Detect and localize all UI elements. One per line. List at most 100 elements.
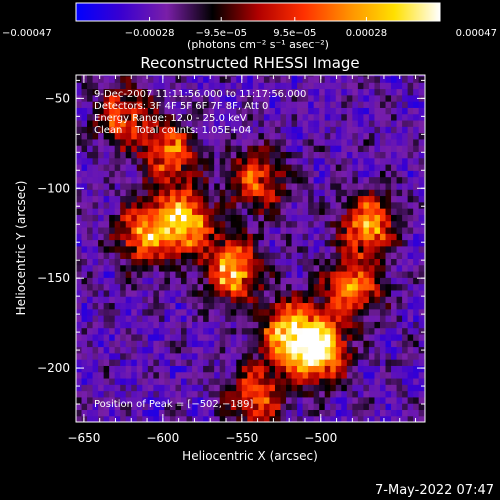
heatmap-cell	[269, 119, 276, 127]
heatmap-cell	[247, 220, 254, 228]
heatmap-cell	[252, 132, 259, 140]
heatmap-cell	[269, 396, 276, 404]
heatmap-cell	[230, 315, 237, 322]
heatmap-cell	[341, 239, 348, 247]
heatmap-cell	[324, 220, 331, 228]
heatmap-cell	[363, 270, 370, 278]
y-tick-label: −50	[45, 91, 70, 105]
heatmap-cell	[120, 138, 127, 146]
heatmap-cell	[92, 321, 99, 329]
heatmap-cell	[120, 208, 127, 215]
heatmap-cell	[280, 264, 287, 272]
heatmap-cell	[136, 201, 143, 209]
heatmap-cell	[98, 163, 105, 171]
heatmap-cell	[203, 277, 210, 285]
heatmap-cell	[313, 226, 320, 234]
heatmap-cell	[219, 195, 226, 203]
heatmap-cell	[175, 176, 182, 184]
heatmap-cell	[147, 258, 154, 266]
heatmap-cell	[203, 377, 210, 385]
heatmap-cell	[131, 245, 138, 253]
heatmap-cell	[230, 308, 237, 316]
heatmap-cell	[241, 346, 248, 354]
heatmap-cell	[208, 409, 215, 417]
heatmap-cell	[263, 145, 271, 153]
heatmap-cell	[131, 371, 138, 379]
heatmap-cell	[81, 75, 88, 83]
heatmap-cell	[197, 138, 204, 146]
heatmap-cell	[269, 208, 276, 215]
heatmap-cell	[208, 126, 215, 134]
heatmap-cell	[269, 151, 276, 159]
heatmap-cell	[368, 409, 376, 417]
heatmap-cell	[219, 214, 226, 222]
heatmap-cell	[385, 377, 392, 385]
heatmap-cell	[319, 289, 326, 297]
heatmap-cell	[230, 340, 237, 348]
heatmap-cell	[357, 315, 365, 322]
heatmap-cell	[252, 245, 259, 253]
heatmap-cell	[125, 396, 132, 404]
heatmap-cell	[103, 377, 110, 385]
heatmap-cell	[92, 182, 99, 190]
heatmap-cell	[335, 176, 342, 184]
heatmap-cell	[208, 321, 215, 329]
heatmap-cell	[225, 352, 232, 360]
heatmap-cell	[357, 321, 365, 329]
heatmap-cell	[131, 132, 138, 140]
heatmap-cell	[114, 75, 121, 77]
heatmap-cell	[131, 189, 138, 197]
heatmap-cell	[158, 201, 166, 209]
heatmap-cell	[269, 94, 276, 102]
heatmap-cell	[219, 371, 226, 379]
heatmap-cell	[230, 252, 237, 259]
heatmap-cells	[76, 75, 425, 422]
heatmap-cell	[186, 352, 193, 360]
heatmap-cell	[241, 371, 248, 379]
heatmap-cell	[252, 377, 259, 385]
heatmap-cell	[413, 138, 420, 146]
heatmap-cell	[114, 396, 121, 404]
heatmap-cell	[286, 258, 293, 266]
heatmap-cell	[147, 101, 154, 108]
heatmap-cell	[313, 220, 320, 228]
heatmap-cell	[103, 126, 110, 134]
heatmap-cell	[413, 163, 420, 171]
heatmap-cell	[413, 252, 420, 259]
heatmap-cell	[330, 296, 337, 304]
heatmap-cell	[125, 132, 132, 140]
heatmap-cell	[391, 245, 398, 253]
heatmap-cell	[214, 270, 221, 278]
heatmap-cell	[175, 132, 182, 140]
heatmap-cell	[357, 390, 365, 398]
heatmap-cell	[225, 403, 232, 411]
heatmap-cell	[391, 94, 398, 102]
heatmap-cell	[286, 333, 293, 341]
heatmap-cell	[346, 308, 353, 316]
heatmap-cell	[368, 315, 376, 322]
heatmap-cell	[76, 371, 83, 379]
heatmap-cell	[379, 107, 387, 115]
heatmap-cell	[230, 208, 237, 215]
heatmap-cell	[76, 163, 83, 171]
heatmap-cell	[357, 75, 365, 77]
heatmap-cell	[402, 340, 409, 348]
heatmap-cell	[98, 182, 105, 190]
heatmap-cell	[125, 302, 132, 310]
heatmap-cell	[291, 283, 298, 291]
heatmap-cell	[125, 245, 132, 253]
heatmap-cell	[120, 390, 127, 398]
heatmap-cell	[363, 107, 370, 115]
heatmap-cell	[81, 252, 88, 259]
heatmap-cell	[136, 352, 143, 360]
heatmap-cell	[269, 107, 276, 115]
heatmap-cell	[274, 157, 282, 165]
heatmap-cell	[158, 327, 166, 335]
heatmap-cell	[357, 151, 365, 159]
heatmap-cell	[396, 119, 403, 127]
heatmap-cell	[181, 126, 188, 134]
heatmap-cell	[396, 126, 403, 134]
heatmap-cell	[241, 214, 248, 222]
heatmap-cell	[385, 151, 392, 159]
